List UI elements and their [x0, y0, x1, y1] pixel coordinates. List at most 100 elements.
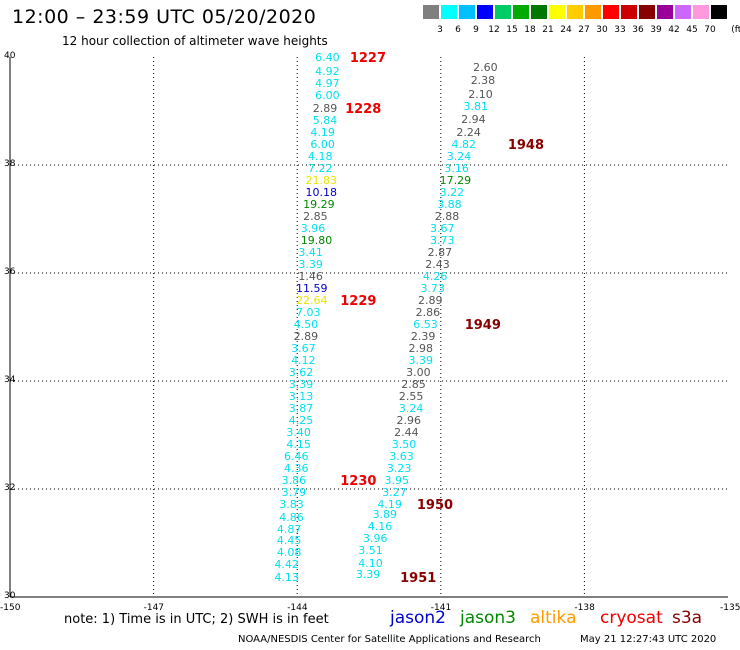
wave-height-value: 2.38 — [470, 74, 496, 88]
pass-time-tag: 1951 — [400, 570, 437, 586]
wave-height-value: 4.18 — [307, 149, 333, 163]
satellite-cryosat: cryosat — [600, 608, 663, 628]
wave-height-value: 3.73 — [430, 234, 455, 248]
map-subtitle: 12 hour collection of altimeter wave hei… — [62, 34, 328, 48]
wave-height-value: 2.43 — [425, 257, 450, 271]
pass-time-tag: 1227 — [349, 50, 387, 66]
wave-height-value: 4.97 — [315, 77, 340, 90]
wave-height-value: 4.16 — [367, 519, 393, 533]
wave-height-value: 4.08 — [276, 546, 302, 560]
wave-height-value: 6.00 — [315, 89, 340, 103]
legend-swatch — [639, 5, 655, 19]
wave-height-value: 4.45 — [276, 534, 302, 548]
wave-height-value: 3.62 — [288, 365, 314, 379]
legend-swatch — [513, 5, 529, 19]
wave-height-value: 22.64 — [295, 293, 328, 307]
wave-height-value: 2.89 — [312, 101, 338, 115]
wave-height-value: 3.13 — [288, 390, 314, 404]
credit-line: NOAA/NESDIS Center for Satellite Applica… — [238, 634, 541, 645]
wave-height-value: 3.63 — [389, 450, 414, 464]
wave-height-value: 3.96 — [363, 532, 388, 546]
wave-height-value: 2.89 — [293, 329, 319, 343]
legend-label: 24 — [560, 25, 572, 35]
wave-height-value: 4.42 — [274, 558, 299, 572]
wave-height-value: 2.88 — [434, 209, 460, 223]
wave-height-value: 2.96 — [396, 413, 422, 427]
wave-height-value: 1.46 — [298, 269, 323, 283]
legend-unit: (ft) — [731, 25, 740, 35]
legend-swatch — [621, 5, 637, 19]
lon-label: -135 — [720, 603, 740, 613]
lat-label: 30 — [4, 591, 16, 601]
wave-height-value: 3.40 — [286, 425, 311, 439]
pass-time-tag: 1950 — [416, 498, 454, 514]
legend-label: 18 — [524, 25, 536, 35]
legend-label: 9 — [473, 25, 479, 35]
legend-swatch — [423, 5, 439, 19]
wave-height-value: 3.79 — [281, 486, 307, 500]
lon-label: -141 — [430, 603, 452, 613]
legend-swatch — [567, 5, 583, 19]
wave-height-value: 2.10 — [468, 87, 493, 101]
legend-swatch — [675, 5, 691, 19]
wave-height-value: 19.80 — [300, 234, 333, 248]
wave-height-value: 3.87 — [288, 402, 314, 416]
wave-height-value: 3.86 — [281, 474, 307, 488]
wave-height-value: 3.73 — [420, 281, 445, 295]
lon-label: -138 — [574, 603, 595, 613]
wave-height-value: 2.85 — [303, 209, 328, 223]
pass-time-tag: 1229 — [340, 293, 377, 309]
wave-height-value: 17.29 — [439, 173, 472, 187]
wave-height-value: 3.27 — [382, 486, 407, 500]
wave-height-value: 4.87 — [276, 522, 302, 536]
wave-height-value: 3.39 — [408, 354, 433, 368]
wave-height-value: 3.41 — [298, 246, 323, 260]
wave-height-value: 4.92 — [315, 65, 340, 79]
legend-swatch — [585, 5, 601, 19]
pass-time-tag: 1230 — [340, 474, 377, 490]
legend-label: 6 — [455, 25, 461, 35]
wave-height-value: 3.50 — [391, 438, 417, 452]
legend-label: 45 — [686, 25, 698, 35]
wave-height-value: 3.88 — [437, 197, 462, 211]
satellite-jason2: jason2 — [390, 608, 446, 628]
legend-swatch — [603, 5, 619, 19]
wave-height-value: 7.22 — [307, 161, 333, 175]
wave-height-value: 4.13 — [274, 570, 299, 584]
wave-height-value: 10.18 — [305, 185, 338, 199]
wave-height-value: 4.25 — [288, 413, 314, 427]
pass-time-tag: 1228 — [345, 101, 382, 117]
lat-label: 38 — [4, 159, 16, 169]
satellite-s3a: s3a — [672, 608, 703, 628]
legend-swatch — [531, 5, 547, 19]
satellite-jason3: jason3 — [460, 608, 516, 628]
wave-height-value: 2.39 — [410, 329, 436, 343]
wave-height-value: 2.89 — [418, 293, 443, 307]
wave-height-value: 3.67 — [430, 221, 455, 235]
wave-height-value: 4.50 — [293, 317, 319, 331]
wave-height-value: 2.94 — [461, 112, 486, 126]
legend-label: 3 — [437, 25, 443, 35]
wave-height-value: 6.00 — [310, 138, 335, 152]
wave-height-value: 2.44 — [394, 425, 419, 439]
legend-swatch — [495, 5, 511, 19]
legend-swatch — [459, 5, 475, 19]
legend-swatch — [477, 5, 493, 19]
wave-height-value: 7.03 — [295, 305, 321, 319]
legend-label: 36 — [632, 25, 644, 35]
legend-label: 21 — [542, 25, 554, 35]
legend-label: 33 — [614, 25, 626, 35]
wave-height-value: 3.24 — [398, 402, 424, 416]
wave-height-value: 6.53 — [413, 317, 438, 331]
wave-height-value: 6.40 — [315, 50, 340, 64]
wave-height-value: 3.67 — [291, 341, 316, 355]
legend-label: 39 — [650, 25, 662, 35]
wave-height-value: 4.36 — [284, 462, 309, 476]
wave-height-value: 3.24 — [446, 149, 472, 163]
wave-height-value: 2.55 — [398, 390, 424, 404]
wave-height-value: 4.12 — [291, 354, 316, 368]
legend-swatch — [549, 5, 565, 19]
legend-swatch — [657, 5, 673, 19]
legend-swatch — [693, 5, 709, 19]
wave-height-value: 4.82 — [451, 138, 477, 152]
